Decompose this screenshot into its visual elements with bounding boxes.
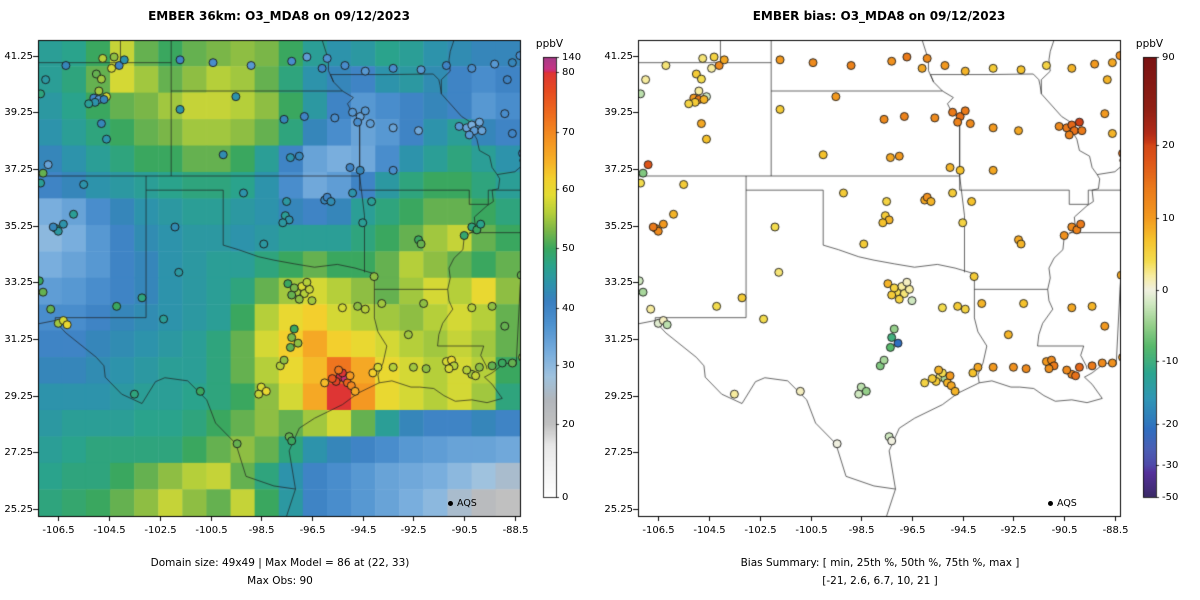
x-tick-label: -88.5	[1102, 525, 1129, 536]
x-tick-label: -94.5	[950, 525, 977, 536]
y-tick-label: 31.25	[604, 333, 633, 345]
colorbar-tick-label: 20	[1162, 139, 1175, 151]
x-tick-label: -106.5	[42, 525, 75, 536]
model-caption-line2: Max Obs: 90	[247, 575, 313, 587]
colorbar-tick-label: -20	[1162, 418, 1179, 430]
bias-panel: EMBER bias: O3_MDA8 on 09/12/2023 ppbV B…	[600, 0, 1200, 600]
bias-colorbar-title: ppbV	[1135, 38, 1164, 50]
x-tick-label: -98.5	[848, 525, 875, 536]
y-tick-label: 25.25	[604, 503, 633, 515]
y-tick-label: 31.25	[4, 333, 33, 345]
y-tick-label: 35.25	[4, 220, 33, 232]
x-tick-label: -100.5	[795, 525, 828, 536]
colorbar-tick-label: 10	[1162, 212, 1175, 224]
colorbar-tick-label: 60	[562, 183, 575, 195]
y-tick-label: 29.25	[4, 390, 33, 402]
model-title: EMBER 36km: O3_MDA8 on 09/12/2023	[148, 9, 410, 23]
y-tick-label: 35.25	[604, 220, 633, 232]
x-tick-label: -90.5	[451, 525, 478, 536]
colorbar-tick-label: 30	[562, 359, 575, 371]
x-tick-label: -102.5	[144, 525, 177, 536]
colorbar-tick-label: 40	[562, 302, 575, 314]
x-tick-label: -96.5	[299, 525, 326, 536]
y-tick-label: 37.25	[4, 163, 33, 175]
model-map-canvas	[0, 0, 600, 600]
x-tick-label: -104.5	[693, 525, 726, 536]
aqs-dot-icon	[1048, 501, 1053, 506]
colorbar-tick-label: 20	[562, 418, 575, 430]
colorbar-tick-label: 50	[562, 242, 575, 254]
y-tick-label: 27.25	[604, 446, 633, 458]
y-tick-label: 29.25	[604, 390, 633, 402]
x-tick-label: -96.5	[899, 525, 926, 536]
bias-title: EMBER bias: O3_MDA8 on 09/12/2023	[752, 9, 1006, 23]
colorbar-tick-label: 70	[562, 126, 575, 138]
bias-caption-line2: [-21, 2.6, 6.7, 10, 21 ]	[822, 575, 938, 587]
y-tick-label: 39.25	[4, 106, 33, 118]
colorbar-tick-label: 80	[562, 66, 575, 78]
bias-caption-line1: Bias Summary: [ min, 25th %, 50th %, 75t…	[740, 557, 1020, 569]
y-tick-label: 33.25	[4, 276, 33, 288]
model-caption-line1: Domain size: 49x49 | Max Model = 86 at (…	[150, 557, 410, 569]
x-tick-label: -100.5	[195, 525, 228, 536]
y-tick-label: 39.25	[604, 106, 633, 118]
y-tick-label: 33.25	[604, 276, 633, 288]
colorbar-tick-label: -10	[1162, 355, 1179, 367]
colorbar-tick-label: 0	[1162, 284, 1169, 296]
x-tick-label: -90.5	[1051, 525, 1078, 536]
bias-map-canvas	[600, 0, 1200, 600]
bias-aqs-legend: AQS	[1048, 498, 1077, 509]
y-tick-label: 37.25	[604, 163, 633, 175]
model-aqs-legend: AQS	[448, 498, 477, 509]
y-tick-label: 41.25	[4, 50, 33, 62]
x-tick-label: -98.5	[248, 525, 275, 536]
model-panel: EMBER 36km: O3_MDA8 on 09/12/2023 ppbV D…	[0, 0, 600, 600]
aqs-legend-label: AQS	[1057, 498, 1077, 509]
colorbar-tick-label: 90	[1162, 51, 1175, 63]
model-colorbar-title: ppbV	[535, 38, 564, 50]
x-tick-label: -102.5	[744, 525, 777, 536]
x-tick-label: -94.5	[350, 525, 377, 536]
aqs-legend-label: AQS	[457, 498, 477, 509]
aqs-dot-icon	[448, 501, 453, 506]
x-tick-label: -92.5	[400, 525, 427, 536]
x-tick-label: -104.5	[93, 525, 126, 536]
colorbar-tick-label: -30	[1162, 459, 1179, 471]
colorbar-tick-label: -50	[1162, 491, 1179, 503]
y-tick-label: 27.25	[4, 446, 33, 458]
y-tick-label: 41.25	[604, 50, 633, 62]
y-tick-label: 25.25	[4, 503, 33, 515]
x-tick-label: -106.5	[642, 525, 675, 536]
x-tick-label: -92.5	[1000, 525, 1027, 536]
colorbar-tick-label: 0	[562, 491, 569, 503]
colorbar-tick-label: 140	[562, 51, 582, 63]
x-tick-label: -88.5	[502, 525, 529, 536]
